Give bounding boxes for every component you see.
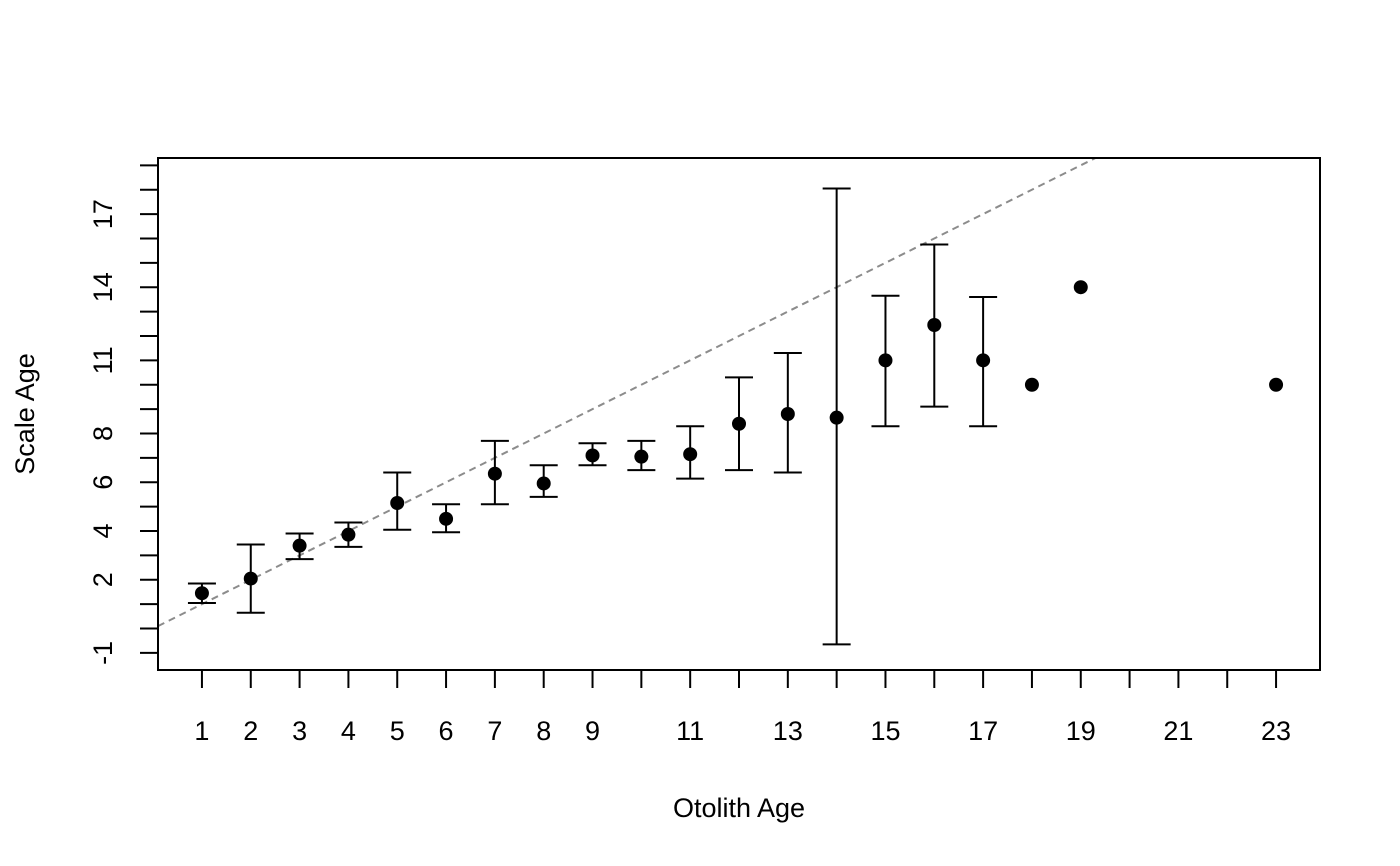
data-point — [341, 527, 356, 542]
x-tick-label: 15 — [870, 716, 900, 746]
x-axis-title: Otolith Age — [673, 793, 805, 823]
x-tick-label: 17 — [968, 716, 998, 746]
y-tick-label: 11 — [88, 346, 118, 374]
x-tick-label: 7 — [487, 716, 502, 746]
data-point — [780, 407, 795, 421]
data-point — [683, 447, 698, 462]
x-tick-label: 4 — [341, 716, 356, 746]
x-tick-label: 8 — [536, 716, 551, 746]
data-point — [536, 476, 551, 491]
x-tick-label: 1 — [194, 716, 209, 746]
data-point — [243, 571, 258, 586]
data-point — [194, 586, 209, 601]
x-tick-label: 19 — [1066, 716, 1096, 746]
x-tick-label: 23 — [1261, 716, 1291, 746]
data-point — [1024, 377, 1039, 392]
x-tick-label: 5 — [390, 716, 405, 746]
data-point — [927, 318, 942, 333]
data-point — [829, 410, 844, 425]
y-tick-label: 6 — [88, 475, 118, 490]
x-tick-label: 11 — [676, 716, 704, 746]
data-point — [585, 448, 600, 463]
data-point — [732, 416, 746, 431]
y-tick-label: 17 — [88, 199, 118, 229]
x-tick-label: 21 — [1163, 716, 1193, 746]
y-tick-label: 2 — [88, 572, 118, 587]
x-axis: 1 2 3 4 5 6 7 8 9 11 13 15 17 19 21 23 — [194, 670, 1291, 746]
x-tick-label: 6 — [439, 716, 454, 746]
reference-line-layer — [158, 158, 1098, 628]
y-axis: -1 2 4 6 8 11 14 17 — [88, 164, 158, 665]
data-point — [1073, 280, 1088, 295]
reference-line — [158, 158, 1098, 628]
x-tick-label: 2 — [243, 716, 258, 746]
data-point — [292, 538, 307, 553]
y-tick-label: 4 — [88, 524, 118, 539]
x-tick-label: 9 — [585, 716, 600, 746]
data-point — [390, 495, 405, 510]
y-tick-label: 14 — [88, 272, 118, 302]
data-point — [1269, 377, 1284, 392]
y-axis-title: Scale Age — [10, 353, 40, 475]
error-bar-layer — [187, 187, 998, 646]
data-point — [878, 353, 893, 368]
data-point — [487, 466, 502, 481]
data-point — [439, 511, 454, 526]
point-layer — [194, 280, 1284, 601]
y-tick-label: -1 — [88, 641, 118, 665]
y-tick-label: 8 — [88, 426, 118, 441]
x-tick-label: 3 — [292, 716, 307, 746]
data-point — [634, 449, 649, 464]
data-point — [976, 353, 991, 368]
x-tick-label: 13 — [773, 716, 803, 746]
